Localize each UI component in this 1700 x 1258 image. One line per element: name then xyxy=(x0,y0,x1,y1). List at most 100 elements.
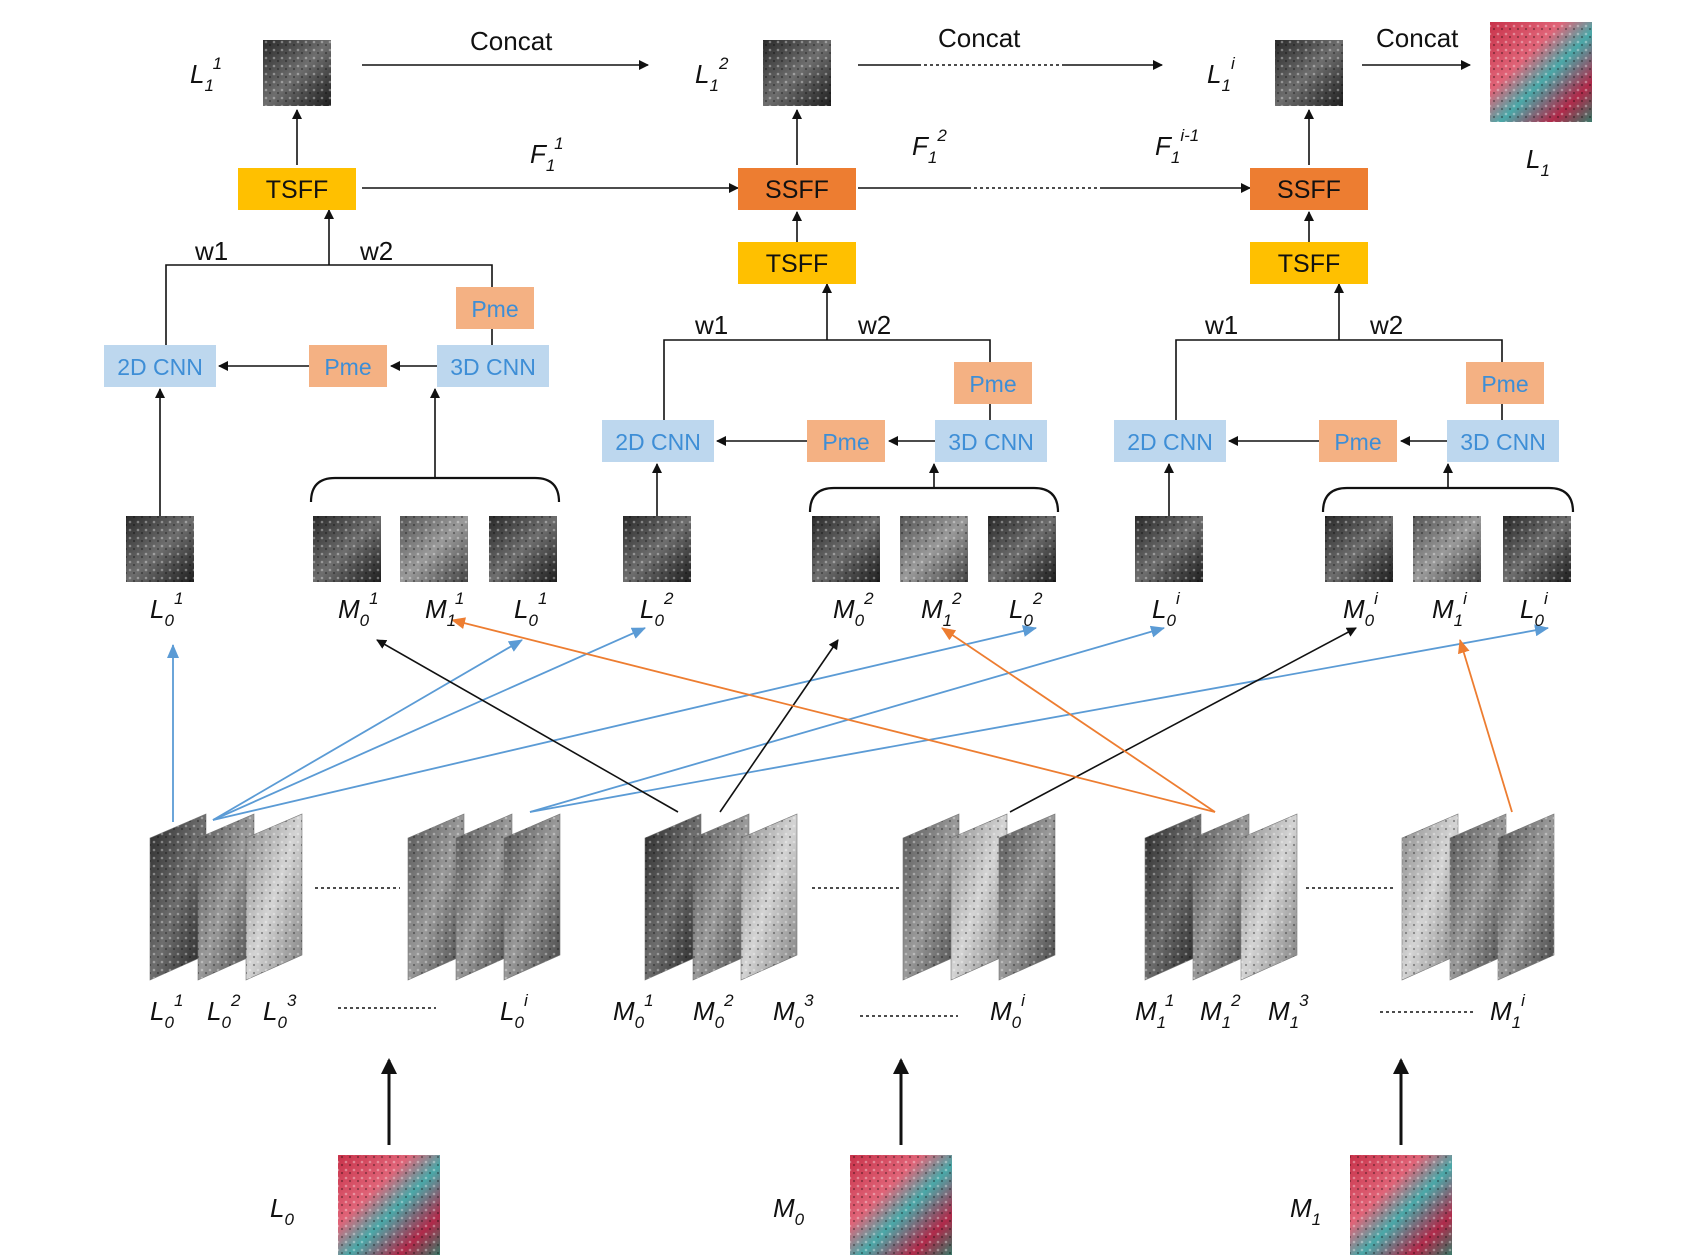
stack-M1-a-slice-texture-3 xyxy=(1241,814,1297,980)
feature-label-1: F11 xyxy=(530,134,564,175)
ssff-box-i-label: SSFF xyxy=(1277,176,1341,204)
branch-2-pme-top-box-bg xyxy=(954,362,1032,404)
concat-label-1: Concat xyxy=(470,26,553,56)
feature-label-2: F12 xyxy=(912,126,947,167)
stack-L0-a-slice-texture-3 xyxy=(246,814,302,980)
stack-L0-b-slice-texture-3 xyxy=(504,814,560,980)
tsff-box-2-label: TSFF xyxy=(766,250,829,278)
ssff-box-2-label: SSFF xyxy=(765,176,829,204)
branch-1-pme-mid-box-label: Pme xyxy=(324,354,371,380)
image-thumbnails xyxy=(126,22,1592,1255)
branch-2-cnn3d-box-label: 3D CNN xyxy=(948,429,1034,455)
branch-i-stack-thumb-2 xyxy=(1413,516,1481,582)
branch-2-stack-thumb-2-texture xyxy=(900,516,968,582)
branch-2-stack-thumb-1-texture xyxy=(812,516,880,582)
output-thumb-i-texture xyxy=(1275,40,1343,106)
weight-w1-branch-2: w1 xyxy=(694,310,728,340)
branch-2-pme-top-box: Pme xyxy=(954,362,1032,404)
branch-2-cnn3d-box-bg xyxy=(935,420,1047,462)
tsff-box-2: TSFF xyxy=(738,242,856,284)
stack-M0-a-slice-texture-2 xyxy=(693,814,749,980)
branch-2-pme-top-box-label: Pme xyxy=(969,371,1016,397)
branch-1-single-thumb-texture xyxy=(126,516,194,582)
branch-3-label-1: L0i xyxy=(1152,589,1181,630)
branch-2-brace xyxy=(808,486,1060,513)
stack-M1-label-2: M12 xyxy=(1200,991,1241,1032)
final-output-label: L1 xyxy=(1526,144,1550,180)
branch-1-cnn3d-box-label: 3D CNN xyxy=(450,354,536,380)
branch-i-stack-thumb-1 xyxy=(1325,516,1393,582)
branch-1-cnn2d-box: 2D CNN xyxy=(104,345,216,387)
stack-M1-a-slice-texture-1 xyxy=(1145,814,1201,980)
ssff-box-i: SSFF xyxy=(1250,168,1368,210)
branch-1-label-2: M01 xyxy=(338,589,379,630)
input-thumb-2-texture xyxy=(850,1155,952,1255)
branch-1-label-1: L01 xyxy=(150,589,183,630)
stack-M1-a-slice-texture-2 xyxy=(1193,814,1249,980)
branch-1-stack-thumb-3-texture xyxy=(489,516,557,582)
branch-i-single-thumb-texture xyxy=(1135,516,1203,582)
branch-i-stack-thumb-2-texture xyxy=(1413,516,1481,582)
module-boxes: TSFF SSFF SSFF TSFF TSFF 2D CNN 3D CNN Pme Pme 2D… xyxy=(104,168,1559,462)
stack-L0-label-4: L0i xyxy=(500,991,529,1032)
weight-w1-branch-1: w1 xyxy=(194,236,228,266)
final-output-thumb-texture xyxy=(1490,22,1592,122)
branch-1-single-thumb xyxy=(126,516,194,582)
tsff-box-i: TSFF xyxy=(1250,242,1368,284)
branch-1-cnn3d-box: 3D CNN xyxy=(437,345,549,387)
branch-2-stack-thumb-3 xyxy=(988,516,1056,582)
tsff-box-i-label: TSFF xyxy=(1278,250,1341,278)
branch-1-stack-thumb-1 xyxy=(313,516,381,582)
input-thumb-1-texture xyxy=(338,1155,440,1255)
branch-i-pme-top-box-bg xyxy=(1466,362,1544,404)
weight-w2-branch-2: w2 xyxy=(857,310,891,340)
branch-2-single-thumb xyxy=(623,516,691,582)
branch-2-cnn2d-box-bg xyxy=(602,420,714,462)
output-thumb-1 xyxy=(263,40,331,106)
tsff-box-1-bg xyxy=(238,168,356,210)
branch-3-label-4: L0i xyxy=(1520,589,1549,630)
output-thumb-2-texture xyxy=(763,40,831,106)
branch-2-stack-thumb-3-texture xyxy=(988,516,1056,582)
orange-connector-1 xyxy=(451,617,1216,813)
branch-2-label-3: M12 xyxy=(921,589,962,630)
stack-M0-a-slice-texture-1 xyxy=(645,814,701,980)
tsff-box-2-bg xyxy=(738,242,856,284)
branch-1-pme-top-box: Pme xyxy=(456,287,534,329)
branch-3-label-2: M0i xyxy=(1343,589,1379,630)
input-thumb-3 xyxy=(1350,1155,1452,1255)
stack-L0-label-2: L02 xyxy=(207,991,241,1032)
stack-L0-b-slice-texture-2 xyxy=(456,814,512,980)
stack-L0-label-3: L03 xyxy=(263,991,297,1032)
branch-2-pme-mid-box: Pme xyxy=(807,420,885,462)
branch-2-cnn2d-box-label: 2D CNN xyxy=(615,429,701,455)
weight-w1-branch-i: w1 xyxy=(1204,310,1238,340)
blue-connector-2 xyxy=(212,639,523,821)
branch-1-pme-top-box-label: Pme xyxy=(471,296,518,322)
output-label-2: L12 xyxy=(695,54,729,95)
branch-2-label-2: M02 xyxy=(833,589,874,630)
branch-i-cnn3d-box-label: 3D CNN xyxy=(1460,429,1546,455)
branch-i-pme-top-box: Pme xyxy=(1466,362,1544,404)
orange-connector-2 xyxy=(941,627,1216,813)
stack-M0-label-3: M03 xyxy=(773,991,814,1032)
input-thumb-3-texture xyxy=(1350,1155,1452,1255)
branch-2-single-thumb-texture xyxy=(623,516,691,582)
weight-w2-branch-i: w2 xyxy=(1369,310,1403,340)
branch-1-stack-thumb-3 xyxy=(489,516,557,582)
branch-i-single-thumb xyxy=(1135,516,1203,582)
stack-M0-label-4: M0i xyxy=(990,991,1026,1032)
input-thumb-2 xyxy=(850,1155,952,1255)
output-thumb-2 xyxy=(763,40,831,106)
branch-2-pme-mid-box-label: Pme xyxy=(822,429,869,455)
blue-connector-4 xyxy=(212,625,1037,821)
black-connector-1 xyxy=(376,639,679,813)
branch-2-cnn2d-box: 2D CNN xyxy=(602,420,714,462)
orange-connector-3 xyxy=(1458,639,1513,813)
branch-1-stack-thumb-2-texture xyxy=(400,516,468,582)
stack-M0-b-slice-texture-2 xyxy=(951,814,1007,980)
branch-i-pme-top-box-label: Pme xyxy=(1481,371,1528,397)
blue-connector-3 xyxy=(212,627,646,821)
branch-i-cnn2d-box-label: 2D CNN xyxy=(1127,429,1213,455)
branch-2-label-4: L02 xyxy=(1009,589,1043,630)
